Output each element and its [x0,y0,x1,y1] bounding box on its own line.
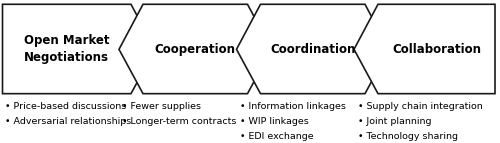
Text: Collaboration: Collaboration [392,43,481,56]
Text: • Joint planning: • Joint planning [358,117,431,126]
Text: Coordination: Coordination [270,43,356,56]
Text: • Longer-term contracts: • Longer-term contracts [122,117,237,126]
Polygon shape [119,4,272,94]
Polygon shape [236,4,389,94]
Text: • EDI exchange: • EDI exchange [240,132,314,141]
Text: • WIP linkages: • WIP linkages [240,117,309,126]
Text: Cooperation: Cooperation [154,43,236,56]
Text: • Technology sharing: • Technology sharing [358,132,458,141]
Polygon shape [2,4,155,94]
Text: • Adversarial relationships: • Adversarial relationships [5,117,131,126]
Polygon shape [354,4,495,94]
Text: • Price-based discussions: • Price-based discussions [5,102,126,111]
Text: • Supply chain integration: • Supply chain integration [358,102,482,111]
Text: • Fewer supplies: • Fewer supplies [122,102,202,111]
Text: • Information linkages: • Information linkages [240,102,346,111]
Text: Open Market
Negotiations: Open Market Negotiations [24,34,109,64]
